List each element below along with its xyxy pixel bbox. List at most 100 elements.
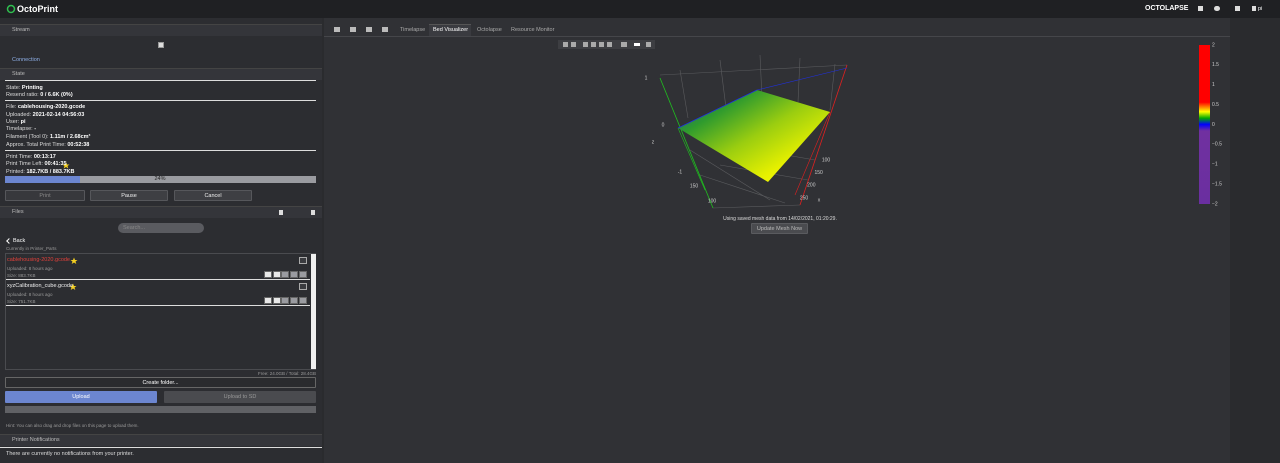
tab-icons[interactable]: [334, 27, 388, 32]
state-value: cablehousing-2020.gcode: [17, 103, 86, 110]
file-action-button[interactable]: [281, 297, 289, 304]
search-input[interactable]: Search...: [118, 223, 204, 233]
sidebar: [0, 18, 322, 463]
state-value: pi: [20, 118, 26, 125]
file-action-button[interactable]: [264, 297, 272, 304]
file-name[interactable]: cablehousing-2020.gcode: [7, 257, 70, 263]
back-link[interactable]: Back: [13, 237, 26, 244]
file-menu-toggle[interactable]: [299, 257, 307, 264]
notifications-header-band: [0, 434, 322, 446]
state-label: Resend ratio:: [6, 91, 41, 98]
notifications-divider: [0, 447, 322, 448]
brand-logo: [6, 4, 16, 14]
tab[interactable]: Resource Monitor: [511, 26, 555, 33]
z-axis-title: z: [652, 139, 655, 145]
x-tick: 200: [807, 183, 816, 189]
colorbar-tick-label: −0.5: [1212, 142, 1222, 148]
file-menu-toggle[interactable]: [299, 283, 307, 290]
state-divider: [5, 150, 316, 151]
colorbar-tick-label: 2: [1212, 42, 1215, 48]
file-name[interactable]: xyzCalibration_cube.gcode: [7, 283, 74, 289]
file-list-scrollbar: [311, 254, 316, 369]
progress-track: [5, 176, 316, 183]
stream-header: Stream: [12, 26, 30, 33]
state-line: Uploaded: 2021-02-14 04:56:03: [6, 112, 84, 119]
y-tick: 100: [708, 198, 717, 204]
tabs-divider: [324, 36, 1230, 37]
state-line: Printed: 182.7KB / 883.7KB: [6, 169, 74, 176]
state-line: State: Printing: [6, 85, 43, 92]
state-line: File: cablehousing-2020.gcode: [6, 104, 85, 111]
file-action-button[interactable]: [290, 297, 298, 304]
state-label: Timelapse:: [6, 125, 35, 132]
files-icons[interactable]: [279, 210, 315, 215]
toolbar-icons[interactable]: [563, 42, 651, 47]
state-value: 182.7KB / 883.7KB: [26, 168, 75, 175]
colorbar-tick-label: −1: [1212, 162, 1218, 168]
state-label: Print Time:: [6, 153, 34, 160]
file-action-button[interactable]: [299, 271, 307, 278]
stream-image: [158, 42, 164, 48]
print-control-button[interactable]: Pause: [90, 190, 168, 201]
plugin-link[interactable]: OCTOLAPSE: [1145, 5, 1189, 12]
x-tick: 150: [814, 170, 823, 176]
state-divider: [5, 100, 316, 101]
file-entry: [6, 281, 310, 306]
tab[interactable]: Octolapse: [477, 26, 502, 33]
navbar-icons[interactable]: [1198, 6, 1256, 11]
plot-toolbar: [558, 40, 655, 49]
mesh-surface: [678, 90, 830, 182]
upload-hint: Hint: You can also drag and drop files o…: [6, 422, 139, 428]
x-axis-line: [799, 64, 848, 206]
file-uploaded: Uploaded: 8 hours ago: [7, 265, 53, 271]
file-action-button[interactable]: [281, 271, 289, 278]
progress-label: 24%: [154, 176, 166, 182]
x-axis-title: x: [818, 197, 821, 203]
file-uploaded: Uploaded: 8 hours ago: [7, 291, 53, 297]
brand: OctoPrint: [17, 4, 59, 14]
update-mesh-button[interactable]: Update Mesh Now: [751, 223, 808, 234]
file-action-button[interactable]: [273, 297, 281, 304]
state-line: Approx. Total Print Time: 00:52:38: [6, 142, 89, 149]
state-value: -: [34, 125, 37, 132]
y-axis-line: [659, 77, 714, 209]
state-label: Filament (Tool 0):: [6, 133, 51, 140]
print-control-button[interactable]: Print: [5, 190, 85, 201]
state-value: 1.11m / 2.68cm³: [50, 133, 91, 140]
file-action-button[interactable]: [264, 271, 272, 278]
stream-header-band: [0, 24, 322, 36]
tab[interactable]: Bed Visualizer: [433, 26, 469, 33]
colorbar-tick-label: −1.5: [1212, 181, 1222, 187]
content: [324, 18, 1230, 463]
colorbar-tick-label: 0: [1212, 122, 1215, 128]
tab[interactable]: Timelapse: [400, 26, 426, 33]
print-control-button[interactable]: Cancel: [174, 190, 252, 201]
state-label: State:: [6, 84, 22, 91]
state-label: User:: [6, 118, 21, 125]
state-label: Approx. Total Print Time:: [6, 141, 68, 148]
z-tick: -1: [678, 169, 683, 175]
state-value: 0 / 6.6K (0%): [40, 91, 73, 98]
upload-sd-button[interactable]: Upload to SD: [164, 391, 316, 403]
state-value: 00:41:35: [44, 160, 67, 167]
user-menu[interactable]: pi: [1258, 5, 1263, 12]
state-divider: [5, 80, 316, 81]
progress-fill: [5, 176, 80, 183]
connection-header[interactable]: Connection: [12, 56, 40, 63]
state-line: Print Time Left: 00:41:35: [6, 161, 67, 168]
colorbar: [1199, 45, 1210, 204]
z-tick: 1: [645, 75, 648, 81]
x-tick: 250: [800, 195, 809, 201]
z-tick: 0: [662, 122, 665, 128]
current-folder: Currently in Printer_Parts: [6, 245, 57, 251]
file-action-button[interactable]: [290, 271, 298, 278]
z-axis-line: [677, 89, 758, 129]
file-action-button[interactable]: [273, 271, 281, 278]
state-header: State: [12, 70, 25, 77]
create-folder-button[interactable]: Create folder...: [5, 377, 316, 388]
state-line: User: pi: [6, 119, 26, 126]
upload-button[interactable]: Upload: [5, 391, 157, 403]
state-label: Uploaded:: [6, 111, 33, 118]
file-action-button[interactable]: [299, 297, 307, 304]
